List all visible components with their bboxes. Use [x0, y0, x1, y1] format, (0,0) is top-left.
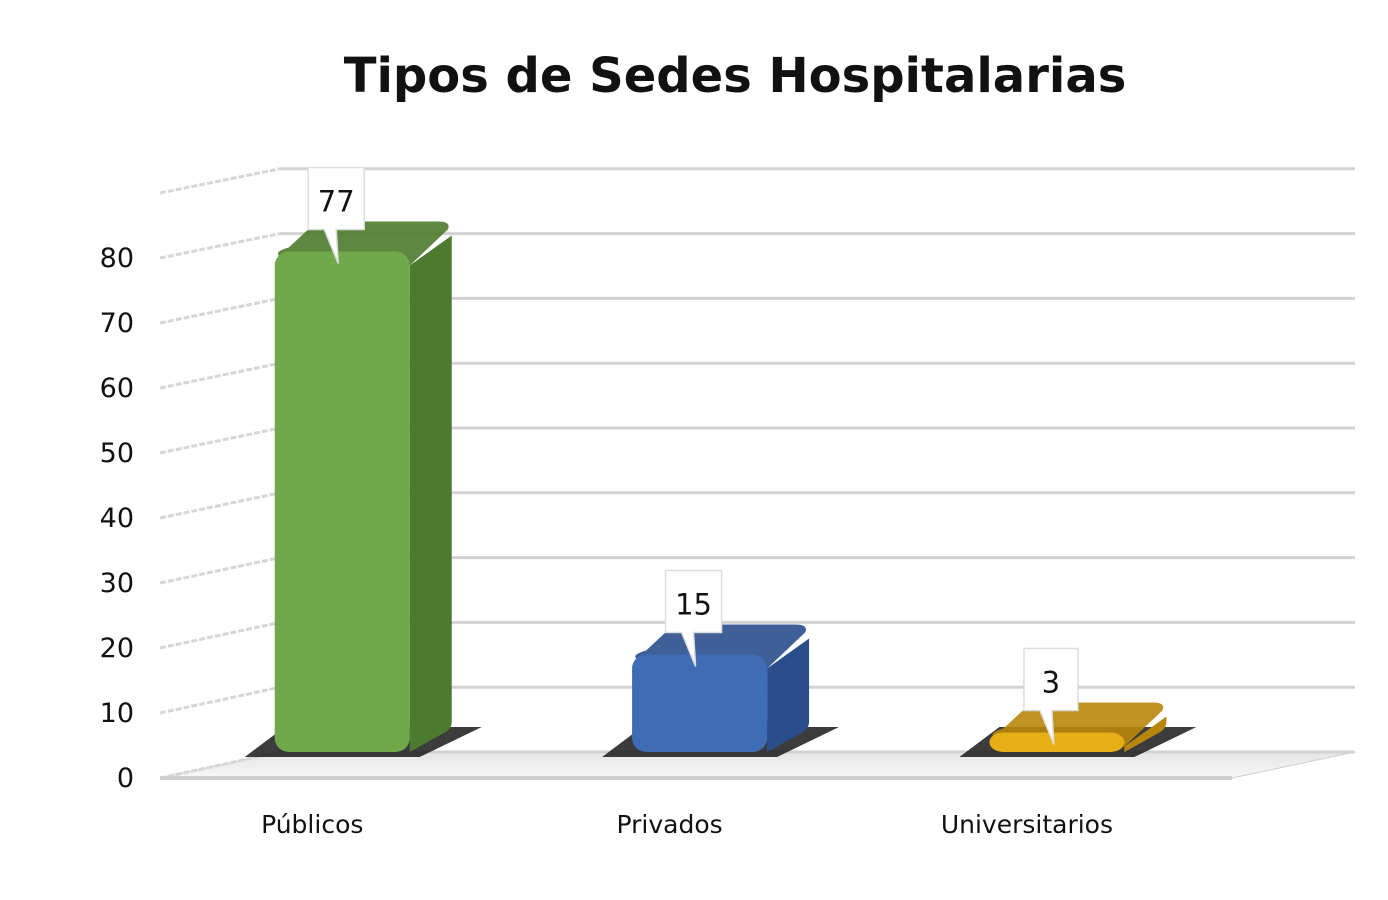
- y-tick-label: 80: [100, 243, 134, 274]
- bar-front: [632, 654, 768, 752]
- data-label-text: 3: [1042, 666, 1060, 700]
- bar-front: [989, 732, 1125, 752]
- y-tick-label: 60: [100, 373, 134, 404]
- y-tick-label: 0: [117, 763, 134, 794]
- x-tick-label: Universitarios: [941, 810, 1113, 839]
- bar-side: [767, 638, 810, 752]
- data-label-text: 77: [318, 185, 355, 219]
- bars: [244, 221, 1197, 757]
- data-label-box: [664, 569, 723, 667]
- bar-2: [602, 624, 840, 757]
- y-tick-label: 50: [100, 438, 134, 469]
- x-tick-label: Privados: [616, 810, 722, 839]
- gridline-side: [159, 685, 281, 715]
- gridline-side: [159, 296, 281, 325]
- bar-1: [244, 221, 482, 757]
- y-tick-label: 10: [100, 698, 134, 729]
- y-tick-label: 30: [100, 568, 134, 599]
- bar-side: [409, 235, 452, 752]
- gridline-side: [159, 620, 281, 650]
- y-tick-label: 70: [100, 308, 134, 339]
- data-label-box: [307, 166, 365, 264]
- data-labels: 77 15 3: [307, 166, 1079, 745]
- gridline-side: [159, 426, 281, 455]
- y-axis: 0 10 20 30 40 50 60 70 80: [100, 243, 1232, 794]
- gridline-side: [159, 556, 281, 585]
- gridline-side: [159, 491, 281, 520]
- chart-title: Tipos de Sedes Hospitalarias: [343, 48, 1127, 104]
- data-label-text: 15: [675, 588, 712, 622]
- gridlines: [159, 167, 1356, 780]
- gridline-side: [159, 361, 281, 390]
- data-label-2: 15: [664, 569, 723, 667]
- bar-front: [274, 251, 410, 752]
- gridline-side: [159, 232, 281, 260]
- x-axis: Públicos Privados Universitarios: [261, 810, 1113, 839]
- data-label-3: 3: [1023, 647, 1079, 745]
- data-label-box: [1023, 647, 1079, 745]
- data-label-1: 77: [307, 166, 365, 264]
- y-tick-label: 20: [100, 633, 134, 664]
- bar-side: [1124, 716, 1167, 752]
- x-tick-label: Públicos: [261, 810, 363, 839]
- gridline-side: [159, 167, 281, 195]
- bar-3: [959, 702, 1197, 757]
- gridline-side: [159, 750, 281, 780]
- y-tick-label: 40: [100, 503, 134, 534]
